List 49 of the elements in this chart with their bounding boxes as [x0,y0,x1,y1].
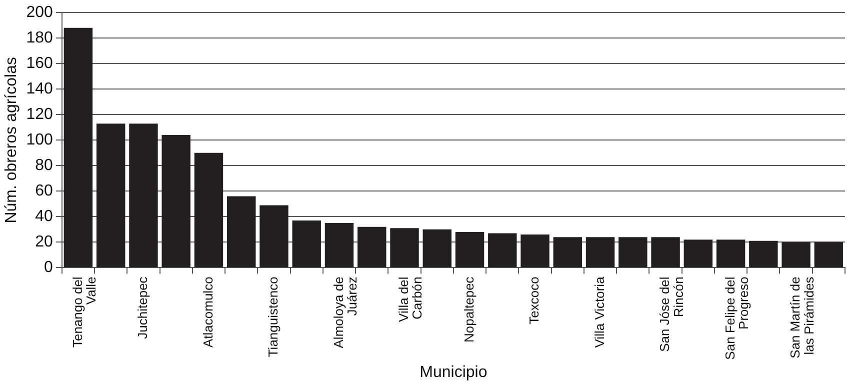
x-tick-label: San Martín de las Pirámides [788,276,816,358]
bar [64,28,93,268]
bar [651,237,680,268]
y-tick-label: 20 [35,234,53,251]
y-tick-label: 200 [26,4,53,22]
x-tick-label: Tianguistenco [266,276,281,358]
x-tick-label: Villa Victoria [592,276,607,348]
x-tick-label: Juchitepec [135,276,150,339]
bar [782,242,810,268]
y-tick-label: 120 [26,106,53,124]
x-tick-label: Almoloya de Juárez [330,276,360,348]
bar [520,234,550,268]
y-tick-label: 80 [35,157,53,174]
bar [292,220,321,268]
bar [129,124,158,268]
bar [586,237,615,268]
bar [422,229,452,268]
bar [162,135,190,268]
y-tick-label: 160 [26,55,53,72]
y-tick-label: 0 [44,259,53,276]
bar [324,223,354,268]
bar [390,228,419,268]
bar [358,226,386,268]
y-tick-label: 180 [26,30,53,47]
x-tick-label: San Felipe del Progreso [722,276,752,360]
x-tick-label: Nopaltepec [461,276,476,342]
y-tick-label: 40 [35,208,53,226]
x-tick-label: Texcoco [526,276,542,324]
bar [749,240,778,268]
x-tick-label: Villa del Carbón [396,276,425,322]
x-tick-label: Tenango del Valle [70,276,98,348]
bar [618,237,648,268]
bar [194,152,224,268]
y-tick-label: 100 [26,132,53,149]
bar [488,233,517,268]
x-tick-label: Atlacomulco [200,276,216,348]
bar [96,124,126,268]
bar [227,196,256,268]
bar [260,205,288,268]
bar [553,237,582,268]
bar [814,242,844,268]
bar [716,240,746,268]
bar [455,232,484,268]
bar [684,240,713,268]
y-axis-title: Núm. obreros agrícolas [3,56,20,224]
y-tick-label: 60 [35,182,53,200]
y-tick-label: 140 [26,80,53,98]
x-tick-label: San Jóse del Rincón [657,276,686,352]
x-axis-title: Municipio [420,364,488,381]
